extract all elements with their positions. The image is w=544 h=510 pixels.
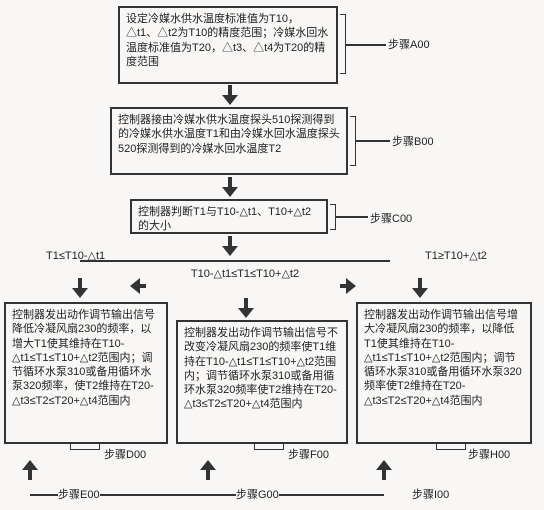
step-c00-box: 控制器判断T1与T10-△t1、T10+△t2的大小 bbox=[130, 199, 328, 234]
cond-mid-text: T10-△t1≤T1≤T10+△t2 bbox=[191, 268, 299, 280]
step-b00-text: 控制器接由冷媒水供水温度探头510探测得到的冷媒水供水温度T1和由冷媒水回水温度… bbox=[118, 114, 340, 155]
step-b00-box: 控制器接由冷媒水供水温度探头510探测得到的冷媒水供水温度T1和由冷媒水回水温度… bbox=[110, 107, 348, 175]
step-a00-box: 设定冷媒水供水温度标准值为T10，△t1、△t2为T10的精度范围；冷媒水回水温… bbox=[118, 6, 338, 84]
step-d00-label: 步骤D00 bbox=[104, 446, 146, 462]
bracket-f00-u bbox=[254, 444, 284, 450]
step-e00-label: 步骤E00 bbox=[58, 486, 100, 502]
arrow-branch-right-d bbox=[412, 278, 428, 298]
cond-mid: T10-△t1≤T1≤T10+△t2 bbox=[185, 268, 305, 281]
bracket-d00 bbox=[170, 438, 174, 446]
bracket-h00-u bbox=[436, 444, 466, 450]
step-f00-label: 步骤F00 bbox=[288, 446, 329, 462]
line-c00-lab bbox=[336, 216, 368, 218]
step-h00-text: 控制器发出动作调节输出信号增大冷凝风扇230的频率，以降低T1使其维持在T10-… bbox=[364, 309, 522, 407]
cond-right-text: T1≥T10+△t2 bbox=[425, 250, 487, 262]
arrow-loop-e00 bbox=[22, 460, 38, 480]
arrow-loop-g00 bbox=[200, 460, 216, 480]
cond-right: T1≥T10+△t2 bbox=[425, 250, 505, 263]
arrow-c-split bbox=[222, 236, 238, 256]
step-f00-box: 控制器发出动作调节输出信号不改变冷凝风扇230的频率使T1维持在T10-△t1≤… bbox=[176, 320, 348, 444]
arrow-branch-left-d bbox=[72, 278, 88, 298]
step-d00-text: 控制器发出动作调节输出信号降低冷凝风扇230的频率，以增大T1使其维持在T10-… bbox=[12, 309, 155, 407]
arrow-loop-i00 bbox=[376, 460, 392, 480]
step-g00-label: 步骤G00 bbox=[236, 486, 279, 502]
line-b00-lab bbox=[356, 140, 390, 142]
arrow-branch-left bbox=[130, 278, 146, 294]
line-a00-lab bbox=[346, 44, 386, 46]
arrow-branch-right bbox=[340, 278, 356, 294]
hline-split bbox=[80, 260, 390, 262]
bracket-d00-u bbox=[70, 444, 100, 450]
step-c00-label: 步骤C00 bbox=[370, 210, 412, 226]
step-c00-text: 控制器判断T1与T10-△t1、T10+△t2的大小 bbox=[138, 206, 311, 232]
arrow-b-c bbox=[222, 177, 238, 197]
step-b00-label: 步骤B00 bbox=[392, 133, 434, 149]
step-h00-box: 控制器发出动作调节输出信号增大冷凝风扇230的频率，以降低T1使其维持在T10-… bbox=[356, 302, 532, 444]
step-a00-text: 设定冷媒水供水温度标准值为T10，△t1、△t2为T10的精度范围；冷媒水回水温… bbox=[126, 13, 328, 68]
step-f00-text: 控制器发出动作调节输出信号不改变冷凝风扇230的频率使T1维持在T10-△t1≤… bbox=[184, 327, 338, 410]
step-h00-label: 步骤H00 bbox=[468, 446, 510, 462]
step-a00-label: 步骤A00 bbox=[388, 36, 430, 52]
arrow-branch-mid bbox=[238, 298, 254, 318]
step-d00-box: 控制器发出动作调节输出信号降低冷凝风扇230的频率，以增大T1使其维持在T10-… bbox=[4, 302, 168, 444]
arrow-a-b bbox=[222, 85, 238, 105]
step-i00-label: 步骤I00 bbox=[412, 486, 449, 502]
